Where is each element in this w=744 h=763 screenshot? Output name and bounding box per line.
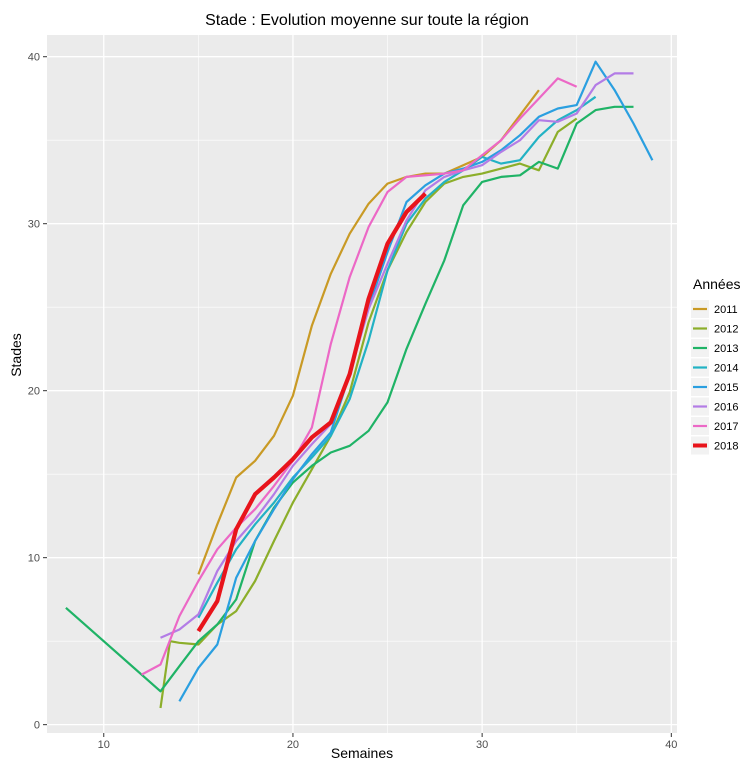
legend-label-2016: 2016 — [714, 402, 738, 414]
chart-title: Stade : Evolution moyenne sur toute la r… — [205, 12, 529, 29]
x-axis: 10 20 30 40 — [98, 733, 677, 751]
series-line-2014 — [197, 95, 597, 619]
legend-title: Années — [693, 276, 740, 292]
x-tick-label: 10 — [98, 739, 110, 751]
series-line-2017 — [141, 77, 578, 676]
y-tick-label: 10 — [28, 553, 40, 565]
legend-label-2018: 2018 — [714, 441, 738, 453]
x-tick-label: 20 — [287, 739, 299, 751]
y-tick-label: 20 — [28, 386, 40, 398]
y-tick-label: 30 — [28, 219, 40, 231]
legend-label-2013: 2013 — [714, 343, 738, 355]
panel-background — [47, 35, 677, 733]
legend-label-2012: 2012 — [714, 324, 738, 336]
y-axis: 0 10 20 30 40 — [28, 52, 47, 732]
legend-items: 2011 2012 2013 2014 2015 2016 2017 2018 — [691, 300, 738, 455]
series-lines — [65, 60, 654, 709]
x-tick-label: 30 — [476, 739, 488, 751]
y-axis-title: Stades — [8, 333, 24, 377]
x-axis-title: Semaines — [331, 745, 393, 761]
y-tick-label: 40 — [28, 52, 40, 64]
x-tick-label: 40 — [665, 739, 677, 751]
series-line-2013 — [65, 105, 634, 693]
series-line-2018 — [196, 192, 427, 633]
gridlines — [47, 35, 677, 733]
legend-label-2015: 2015 — [714, 382, 738, 394]
plot-panel — [47, 35, 677, 733]
series-line-2016 — [160, 72, 634, 639]
legend: Années 2011 2012 2013 2014 2015 2016 2017 2018 — [691, 276, 740, 455]
legend-label-2011: 2011 — [714, 304, 738, 316]
series-line-2015 — [178, 60, 654, 702]
y-tick-label: 0 — [34, 720, 40, 732]
legend-label-2017: 2017 — [714, 421, 738, 433]
legend-label-2014: 2014 — [714, 363, 738, 375]
